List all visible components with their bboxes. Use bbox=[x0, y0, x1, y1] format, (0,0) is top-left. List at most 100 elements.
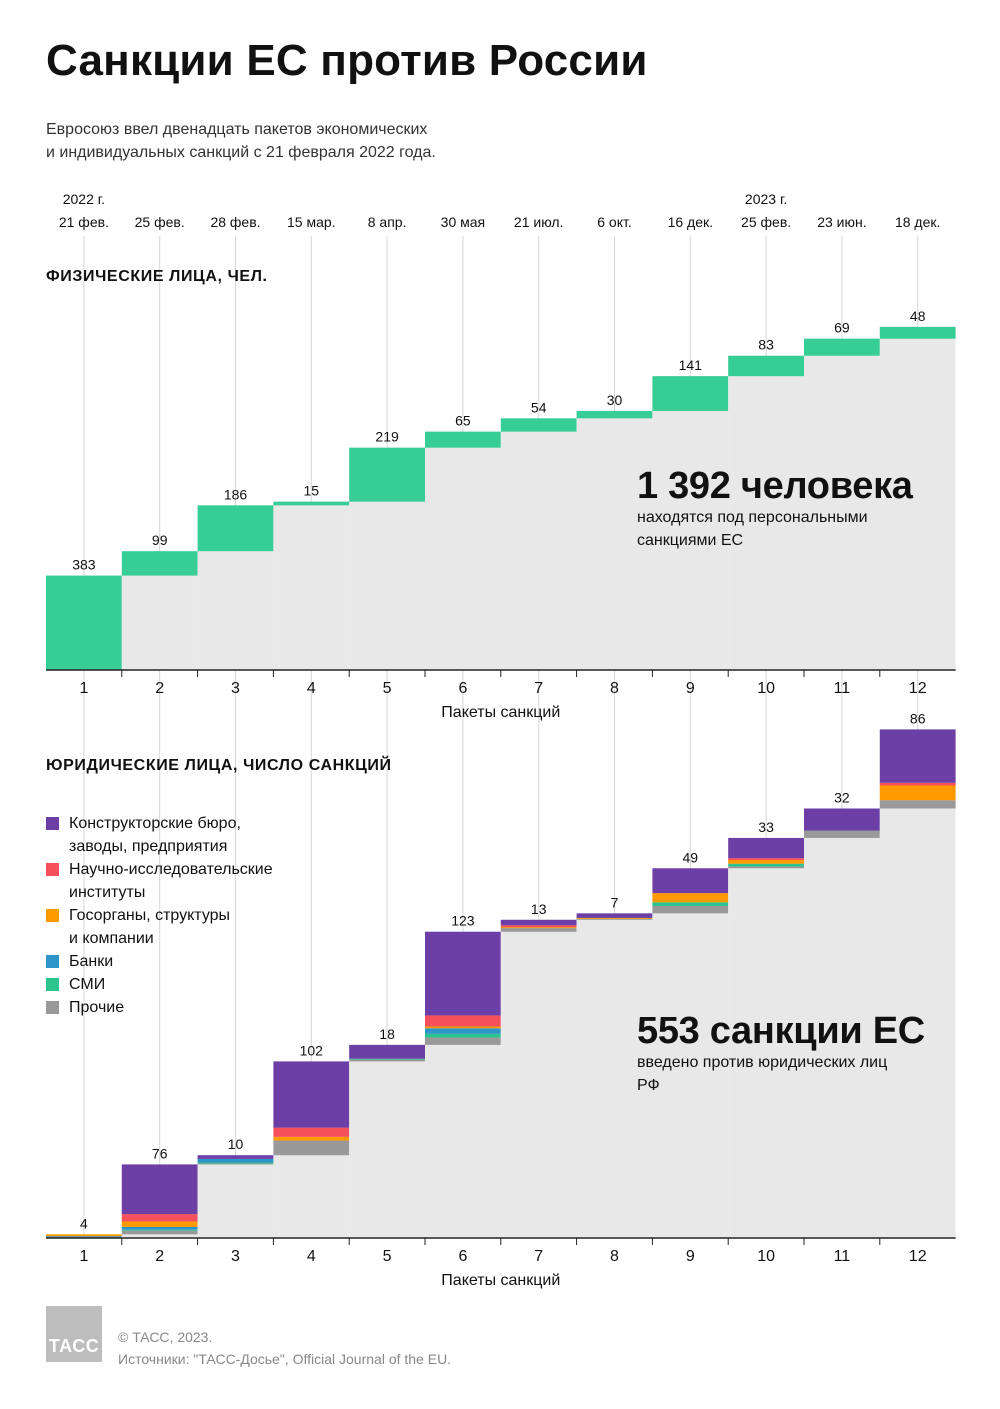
bar-segment bbox=[349, 1058, 425, 1060]
cumulative-area bbox=[197, 1155, 274, 1238]
bar-segment bbox=[728, 858, 804, 861]
tass-logo: ТАСС bbox=[46, 1306, 102, 1362]
x-tick-label: 6 bbox=[458, 680, 467, 697]
bar-segment bbox=[804, 830, 880, 838]
bar-value-label: 83 bbox=[758, 337, 774, 353]
bar-segment bbox=[273, 1140, 350, 1156]
bar-segment bbox=[652, 905, 729, 914]
legend-item: Конструкторские бюро, заводы, предприяти… bbox=[46, 812, 346, 858]
bar-individuals bbox=[879, 326, 956, 339]
legend-label: СМИ bbox=[69, 976, 106, 993]
x-tick-label: 10 bbox=[757, 680, 775, 697]
bar-value-label: 186 bbox=[224, 486, 248, 502]
cumulative-area bbox=[728, 355, 804, 670]
bar-segment bbox=[197, 1163, 274, 1165]
bar-segment bbox=[728, 860, 804, 864]
individuals-section-title: ФИЗИЧЕСКИЕ ЛИЦА, ЧЕЛ. bbox=[46, 268, 268, 285]
x-tick-label: 5 bbox=[383, 680, 392, 697]
legend-swatch bbox=[46, 909, 59, 922]
x-tick-label: 2 bbox=[155, 1248, 164, 1265]
x-tick-label: 9 bbox=[686, 1248, 695, 1265]
legend-swatch bbox=[46, 1001, 59, 1014]
timeline-date-label: 21 фев. bbox=[59, 214, 109, 230]
legend-item: Банки bbox=[46, 950, 346, 973]
cumulative-area bbox=[879, 326, 956, 670]
bar-segment bbox=[728, 863, 804, 867]
cumulative-area bbox=[500, 418, 577, 670]
legend: Конструкторские бюро, заводы, предприяти… bbox=[46, 812, 346, 1019]
bar-value-label: 4 bbox=[80, 1215, 88, 1231]
bar-segment bbox=[500, 927, 577, 929]
bar-individuals bbox=[349, 447, 425, 502]
bar-individuals bbox=[652, 376, 729, 411]
bar-segment bbox=[500, 928, 577, 932]
bar-value-label: 99 bbox=[152, 532, 168, 548]
bar-value-label: 219 bbox=[375, 429, 399, 445]
legend-label: Банки bbox=[69, 953, 114, 970]
bar-value-label: 13 bbox=[531, 901, 547, 917]
bar-segment bbox=[500, 925, 577, 928]
bar-value-label: 69 bbox=[834, 320, 850, 336]
bar-segment bbox=[197, 1158, 274, 1163]
bar-value-label: 10 bbox=[228, 1136, 244, 1152]
x-tick-label: 9 bbox=[686, 680, 695, 697]
legend-label: Научно-исследовательские институты bbox=[69, 861, 273, 901]
cumulative-area bbox=[652, 376, 729, 670]
cumulative-area bbox=[804, 338, 880, 670]
x-tick-label: 4 bbox=[307, 1248, 316, 1265]
bar-individuals bbox=[425, 431, 501, 448]
cumulative-area bbox=[804, 808, 880, 1238]
bar-segment bbox=[273, 1061, 350, 1128]
x-tick-label: 7 bbox=[534, 1248, 543, 1265]
bar-segment bbox=[652, 902, 729, 906]
x-tick-label: 11 bbox=[834, 1248, 851, 1265]
legend-label: Госорганы, структуры и компании bbox=[69, 907, 231, 947]
x-tick-label: 1 bbox=[79, 1248, 88, 1265]
bar-segment bbox=[121, 1164, 198, 1215]
bar-segment bbox=[425, 1033, 501, 1038]
bar-segment bbox=[879, 782, 956, 786]
timeline-date-label: 21 июл. bbox=[514, 214, 564, 230]
timeline-date-label: 16 дек. bbox=[668, 214, 713, 230]
bar-segment bbox=[728, 837, 804, 859]
bar-segment bbox=[197, 1162, 274, 1164]
bar-segment bbox=[425, 1037, 501, 1045]
bar-value-label: 33 bbox=[758, 819, 774, 835]
legend-swatch bbox=[46, 978, 59, 991]
bar-value-label: 48 bbox=[910, 308, 926, 324]
footer: © ТАСС, 2023. Источники: "ТАСС-Досье", O… bbox=[118, 1326, 451, 1370]
bar-individuals bbox=[46, 575, 122, 670]
bar-value-label: 383 bbox=[72, 557, 96, 573]
bar-value-label: 30 bbox=[607, 392, 623, 408]
bar-segment bbox=[273, 1136, 350, 1141]
bar-segment bbox=[879, 800, 956, 809]
cumulative-area bbox=[273, 501, 350, 670]
bar-value-label: 15 bbox=[304, 483, 320, 499]
bar-segment bbox=[804, 808, 880, 831]
legend-swatch bbox=[46, 955, 59, 968]
cumulative-area bbox=[879, 729, 956, 1238]
bar-segment bbox=[197, 1155, 274, 1159]
bar-individuals bbox=[121, 551, 198, 576]
bar-value-label: 141 bbox=[679, 357, 703, 373]
bar-value-label: 54 bbox=[531, 399, 547, 415]
bar-value-label: 86 bbox=[910, 710, 926, 726]
bar-segment bbox=[121, 1226, 198, 1230]
entities-section-title: ЮРИДИЧЕСКИЕ ЛИЦА, ЧИСЛО САНКЦИЙ bbox=[46, 757, 392, 774]
timeline-date-label: 23 июн. bbox=[817, 214, 866, 230]
bar-value-label: 102 bbox=[300, 1042, 324, 1058]
bar-segment bbox=[425, 931, 501, 1016]
x-tick-label: 1 bbox=[79, 680, 88, 697]
bar-segment bbox=[879, 729, 956, 783]
bar-segment bbox=[46, 1236, 122, 1238]
bar-segment bbox=[652, 893, 729, 903]
x-tick-label: 4 bbox=[307, 680, 316, 697]
cumulative-area bbox=[349, 1044, 425, 1238]
bar-segment bbox=[425, 1015, 501, 1027]
timeline-date-label: 30 мая bbox=[441, 214, 485, 230]
cumulative-area bbox=[728, 837, 804, 1238]
timeline-date-label: 8 апр. bbox=[368, 214, 407, 230]
x-axis-title: Пакеты санкций bbox=[441, 1272, 560, 1289]
